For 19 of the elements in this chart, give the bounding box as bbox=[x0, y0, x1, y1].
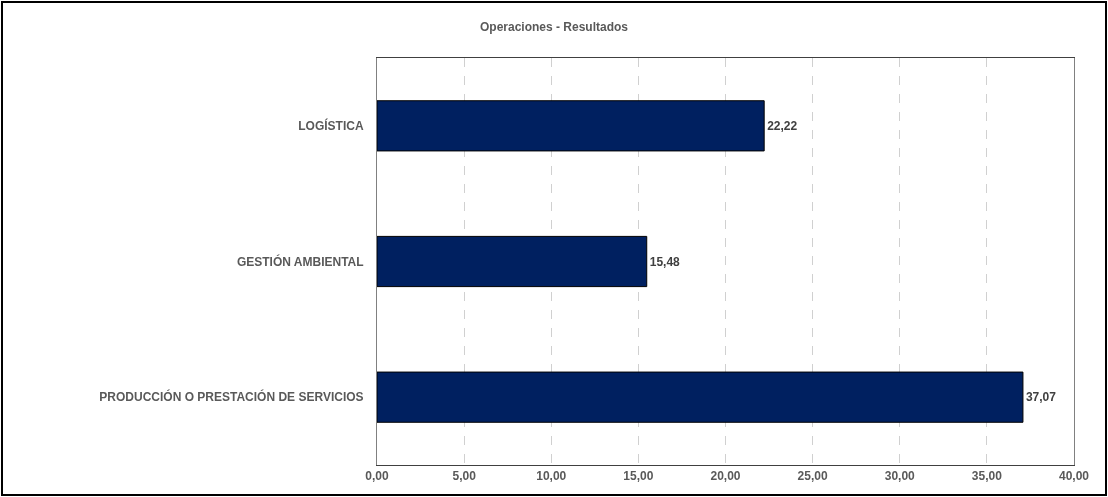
data-label: 15,48 bbox=[649, 254, 681, 269]
x-tick-label: 30,00 bbox=[884, 469, 916, 484]
x-tick-label: 15,00 bbox=[623, 469, 654, 484]
bar bbox=[377, 371, 1024, 423]
y-tick-label: PRODUCCIÓN O PRESTACIÓN DE SERVICIOS bbox=[99, 389, 364, 405]
x-tick-label: 5,00 bbox=[452, 469, 477, 484]
bar bbox=[377, 235, 648, 288]
bar bbox=[377, 100, 765, 152]
y-tick-label: LOGÍSTICA bbox=[298, 118, 364, 134]
data-label: 22,22 bbox=[767, 118, 798, 133]
y-tick-label: GESTIÓN AMBIENTAL bbox=[236, 253, 364, 269]
x-tick-label: 40,00 bbox=[1058, 469, 1090, 484]
data-label: 37,07 bbox=[1025, 390, 1057, 405]
x-tick-label: 10,00 bbox=[536, 469, 567, 484]
x-tick-label: 35,00 bbox=[971, 469, 1003, 484]
x-tick-label: 25,00 bbox=[797, 469, 828, 484]
x-tick-label: 20,00 bbox=[710, 469, 741, 484]
chart-title: Operaciones - Resultados bbox=[479, 20, 629, 35]
x-tick-label: 0,00 bbox=[365, 469, 389, 484]
